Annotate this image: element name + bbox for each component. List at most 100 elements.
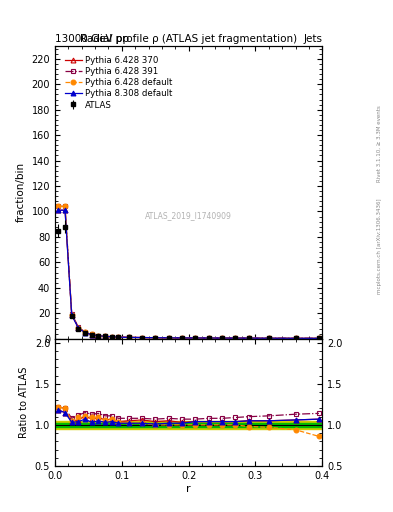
Pythia 6.428 default <box>220 335 224 341</box>
Pythia 8.308 default <box>56 207 61 214</box>
Pythia 6.428 370 <box>103 333 108 339</box>
Pythia 8.308 default <box>233 335 238 341</box>
Pythia 6.428 391 <box>266 335 271 341</box>
Pythia 6.428 391 <box>293 335 298 342</box>
Pythia 6.428 370 <box>126 334 131 340</box>
Pythia 8.308 default <box>116 334 121 340</box>
Bar <box>55 423 322 427</box>
Pythia 6.428 370 <box>166 335 171 341</box>
Text: Jets: Jets <box>303 33 322 44</box>
Pythia 6.428 391 <box>116 334 121 340</box>
X-axis label: r: r <box>186 483 191 494</box>
Legend: Pythia 6.428 370, Pythia 6.428 391, Pythia 6.428 default, Pythia 8.308 default, : Pythia 6.428 370, Pythia 6.428 391, Pyth… <box>62 53 175 112</box>
Pythia 6.428 370 <box>193 335 198 341</box>
Pythia 6.428 391 <box>83 329 88 335</box>
Pythia 6.428 default <box>63 203 68 209</box>
Pythia 6.428 391 <box>153 335 158 341</box>
Pythia 8.308 default <box>180 335 184 341</box>
Pythia 6.428 370 <box>109 334 114 340</box>
Pythia 8.308 default <box>220 335 224 341</box>
Pythia 6.428 391 <box>90 331 94 337</box>
Pythia 6.428 391 <box>206 335 211 341</box>
Pythia 6.428 370 <box>76 325 81 331</box>
Pythia 8.308 default <box>69 312 74 318</box>
Text: mcplots.cern.ch [arXiv:1306.3436]: mcplots.cern.ch [arXiv:1306.3436] <box>377 198 382 293</box>
Pythia 6.428 default <box>96 333 101 339</box>
Title: Radial profile ρ (ATLAS jet fragmentation): Radial profile ρ (ATLAS jet fragmentatio… <box>80 34 297 44</box>
Pythia 6.428 370 <box>233 335 238 341</box>
Pythia 6.428 default <box>140 334 144 340</box>
Pythia 8.308 default <box>206 335 211 341</box>
Pythia 6.428 default <box>206 335 211 341</box>
Line: Pythia 8.308 default: Pythia 8.308 default <box>56 208 321 341</box>
Pythia 8.308 default <box>246 335 251 341</box>
Pythia 6.428 391 <box>193 335 198 341</box>
Pythia 6.428 370 <box>153 335 158 341</box>
Pythia 8.308 default <box>109 334 114 340</box>
Pythia 6.428 370 <box>266 335 271 342</box>
Pythia 6.428 391 <box>220 335 224 341</box>
Line: Pythia 6.428 default: Pythia 6.428 default <box>56 204 321 341</box>
Pythia 6.428 default <box>180 335 184 341</box>
Pythia 6.428 default <box>76 325 81 331</box>
Pythia 6.428 391 <box>109 334 114 340</box>
Pythia 6.428 391 <box>246 335 251 341</box>
Pythia 8.308 default <box>63 207 68 214</box>
Pythia 6.428 default <box>153 335 158 341</box>
Pythia 6.428 default <box>69 311 74 317</box>
Pythia 6.428 370 <box>140 334 144 340</box>
Pythia 6.428 default <box>266 335 271 342</box>
Pythia 6.428 default <box>83 329 88 335</box>
Line: Pythia 6.428 391: Pythia 6.428 391 <box>56 204 321 340</box>
Pythia 6.428 default <box>293 335 298 342</box>
Pythia 6.428 370 <box>246 335 251 341</box>
Pythia 6.428 370 <box>63 207 68 214</box>
Pythia 8.308 default <box>266 335 271 342</box>
Pythia 6.428 370 <box>180 335 184 341</box>
Pythia 8.308 default <box>90 332 94 338</box>
Pythia 8.308 default <box>317 335 321 342</box>
Pythia 8.308 default <box>76 325 81 331</box>
Pythia 8.308 default <box>293 335 298 342</box>
Pythia 6.428 default <box>126 334 131 340</box>
Text: Rivet 3.1.10, ≥ 3.3M events: Rivet 3.1.10, ≥ 3.3M events <box>377 105 382 182</box>
Pythia 6.428 391 <box>317 335 321 342</box>
Pythia 6.428 default <box>90 331 94 337</box>
Pythia 6.428 370 <box>69 311 74 317</box>
Pythia 6.428 default <box>116 334 121 340</box>
Pythia 6.428 default <box>56 203 61 209</box>
Pythia 6.428 default <box>166 335 171 341</box>
Pythia 6.428 default <box>233 335 238 341</box>
Pythia 6.428 default <box>317 335 321 342</box>
Pythia 6.428 391 <box>126 334 131 340</box>
Pythia 6.428 370 <box>96 333 101 339</box>
Pythia 6.428 391 <box>103 333 108 339</box>
Pythia 8.308 default <box>103 333 108 339</box>
Pythia 6.428 391 <box>180 335 184 341</box>
Y-axis label: fraction/bin: fraction/bin <box>16 162 26 222</box>
Pythia 6.428 391 <box>69 311 74 317</box>
Pythia 6.428 391 <box>140 334 144 340</box>
Line: Pythia 6.428 370: Pythia 6.428 370 <box>56 208 321 341</box>
Pythia 6.428 default <box>109 334 114 340</box>
Pythia 6.428 370 <box>293 335 298 342</box>
Pythia 6.428 default <box>193 335 198 341</box>
Y-axis label: Ratio to ATLAS: Ratio to ATLAS <box>19 367 29 438</box>
Pythia 8.308 default <box>153 335 158 341</box>
Pythia 8.308 default <box>140 334 144 340</box>
Pythia 6.428 370 <box>56 207 61 214</box>
Pythia 6.428 370 <box>220 335 224 341</box>
Pythia 6.428 391 <box>76 324 81 330</box>
Bar <box>55 421 322 429</box>
Pythia 6.428 370 <box>90 332 94 338</box>
Pythia 6.428 370 <box>206 335 211 341</box>
Pythia 6.428 370 <box>317 335 321 342</box>
Text: 13000 GeV pp: 13000 GeV pp <box>55 33 129 44</box>
Pythia 8.308 default <box>83 330 88 336</box>
Pythia 6.428 391 <box>63 203 68 209</box>
Pythia 6.428 default <box>103 333 108 339</box>
Pythia 8.308 default <box>193 335 198 341</box>
Pythia 8.308 default <box>166 335 171 341</box>
Pythia 8.308 default <box>96 333 101 339</box>
Pythia 8.308 default <box>126 334 131 340</box>
